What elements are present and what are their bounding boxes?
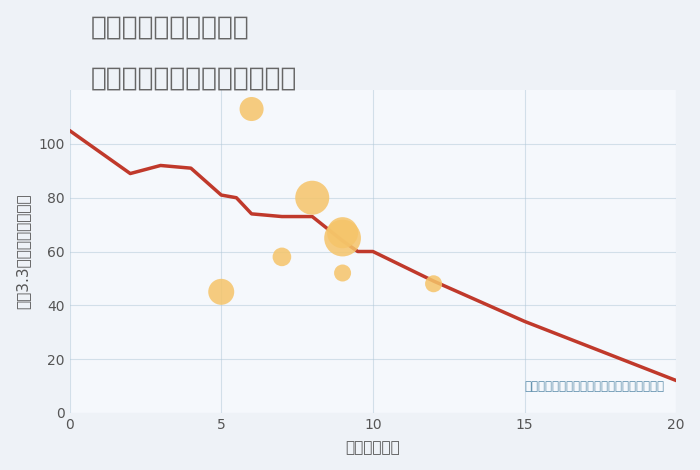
Point [276,253,288,261]
Point [337,269,348,277]
Point [337,229,348,236]
Y-axis label: 坪（3.3㎡）単価（万円）: 坪（3.3㎡）単価（万円） [15,194,30,309]
X-axis label: 駅距離（分）: 駅距離（分） [346,440,400,455]
Text: 福岡県太宰府市石坂の: 福岡県太宰府市石坂の [91,14,250,40]
Point [428,280,439,288]
Point [246,105,257,113]
Text: 円の大きさは、取引のあった物件面積を示す: 円の大きさは、取引のあった物件面積を示す [524,380,664,393]
Point [216,288,227,296]
Point [337,235,348,242]
Text: 駅距離別中古マンション価格: 駅距離別中古マンション価格 [91,66,298,92]
Point [307,194,318,202]
